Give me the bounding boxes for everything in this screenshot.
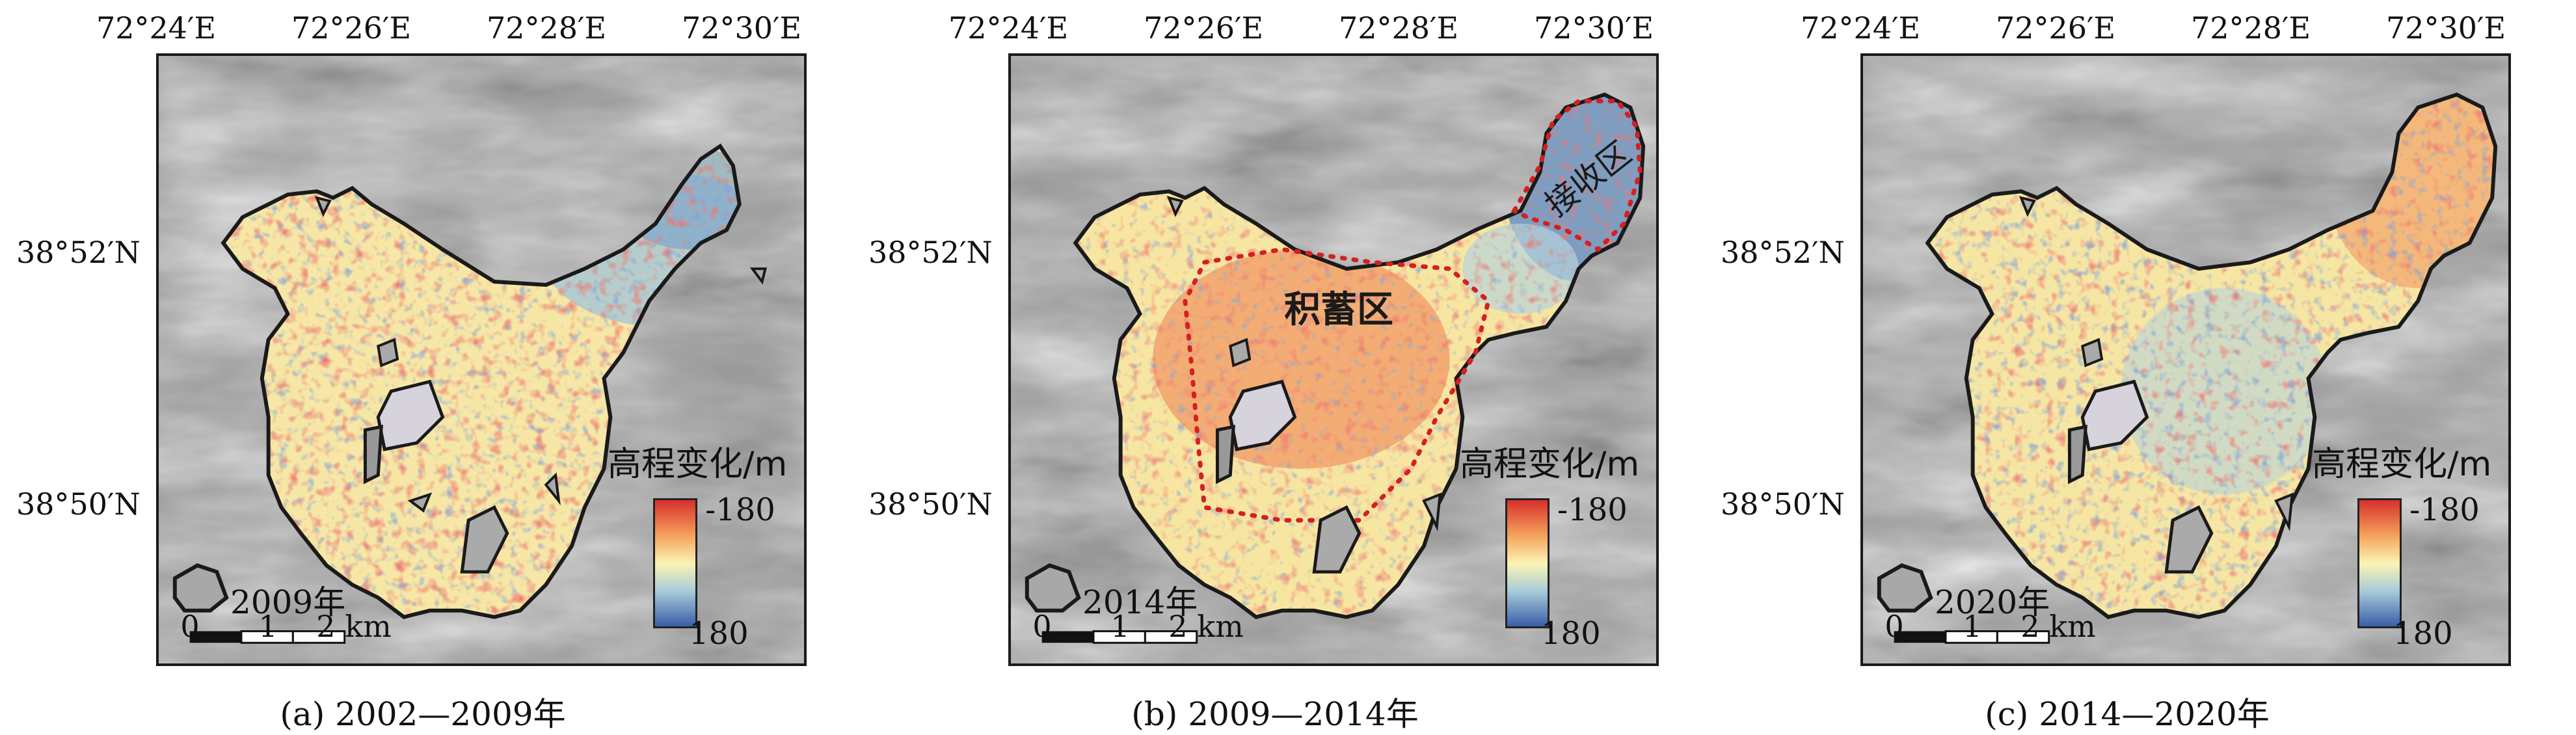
nunatak-outline [749,267,768,285]
lon-tick-label: 72°26′E [291,10,412,46]
map-panel-c: 72°24′E 72°26′E 72°28′E 72°30′E 38°52′N … [1704,0,2550,733]
nunatak-outline [1228,379,1297,451]
scale-bar-segment [1996,630,2050,644]
lat-tick-label: 38°52′N [868,235,993,270]
nunatak-outline [2080,379,2149,451]
nunatak-outline [1215,425,1235,485]
legend-outline-sample [172,563,229,613]
lon-tick-label: 72°28′E [486,10,607,46]
scale-bar-segment [1041,631,1093,643]
accumulation-zone-label: 积蓄区 [1284,289,1393,331]
scale-bar-segment [1144,630,1198,644]
legend-colorbar [2357,498,2402,628]
year-label: 2014年 [1082,583,1198,621]
nunatak-outline [1312,505,1362,574]
lon-tick-label: 72°24′E [948,10,1069,46]
panel-caption: (c) 2014—2020年 [1985,695,2270,733]
legend-outline-sample [1025,563,1081,613]
nunatak-outline [2164,505,2214,574]
legend-colorbar [1505,498,1550,628]
scale-bar-label: 0 [180,609,200,644]
nunatak-outline [2067,425,2087,485]
lon-tick-label: 72°30′E [681,10,802,46]
lon-tick-label: 72°24′E [1800,10,1921,46]
glacier-outline [221,143,742,619]
glacier-outline [1073,92,1646,619]
map-panel-b: 72°24′E 72°26′E 72°28′E 72°30′E 38°52′N … [852,0,1698,733]
nunatak-outline [1166,196,1184,217]
lat-tick-label: 38°52′N [16,235,141,270]
legend-max-label: -180 [705,492,775,528]
scale-bar-segment [189,631,241,643]
map-frame: 积蓄区 接收区 2014年 0 1 2 km 高程变化/m -180 180 [1008,53,1659,666]
nunatak-outline [376,379,445,451]
legend-title: 高程变化/m [608,445,788,484]
lon-tick-label: 72°26′E [1143,10,1264,46]
lon-tick-label: 72°30′E [1533,10,1654,46]
nunatak-outline [377,338,399,368]
scale-bar-label: 0 [1032,609,1052,644]
legend-outline-sample [1877,563,1933,613]
map-frame: 2020年 0 1 2 km 高程变化/m -180 180 [1860,53,2511,666]
lat-tick-label: 38°50′N [868,487,993,522]
legend-min-label: 180 [2393,615,2453,652]
scale-bar-label: 2 km [316,609,392,644]
legend-colorbar [653,498,697,628]
legend-title: 高程变化/m [2312,445,2492,484]
map-canvas [159,56,804,663]
scale-bar-label: 1 [1963,609,1982,644]
receiving-zone-outline [1510,98,1643,252]
lon-tick-label: 72°28′E [2190,10,2311,46]
glacier-outline [1925,92,2498,619]
scale-bar-label: 2 km [1168,609,1244,644]
year-label: 2009年 [230,583,346,621]
nunatak-outline [544,472,561,505]
map-panel-a: 72°24′E 72°26′E 72°28′E 72°30′E 38°52′N … [0,0,846,733]
nunatak-outline [407,492,433,513]
scale-bar-segment [291,630,346,644]
panel-caption: (b) 2009—2014年 [1131,695,1419,733]
year-label: 2020年 [1935,583,2050,621]
nunatak-outline [2081,338,2104,368]
map-frame: 2009年 0 1 2 km 高程变化/m -180 180 [156,53,807,666]
lon-tick-label: 72°24′E [96,10,217,46]
map-canvas [1011,56,1656,663]
scale-bar-label: 1 [258,609,278,644]
scale-bar-segment [1894,631,1946,643]
lat-tick-label: 38°52′N [1721,235,1845,270]
lat-tick-label: 38°50′N [1721,487,1845,522]
nunatak-outline [314,196,332,217]
scale-bar-label: 2 km [2020,609,2096,644]
nunatak-outline [2274,492,2294,531]
lon-tick-label: 72°28′E [1338,10,1459,46]
legend-title: 高程变化/m [1460,445,1640,484]
accumulation-zone-outline [1183,247,1491,523]
legend-max-label: -180 [1557,492,1628,528]
nunatak-outline [363,425,383,485]
lat-tick-label: 38°50′N [16,487,141,522]
lon-tick-label: 72°30′E [2385,10,2506,46]
legend-min-label: 180 [1541,615,1601,652]
nunatak-outline [460,505,509,574]
panel-caption: (a) 2002—2009年 [280,695,566,733]
scale-bar-label: 1 [1110,609,1130,644]
nunatak-outline [1229,338,1252,368]
scale-bar-label: 0 [1885,609,1904,644]
legend-max-label: -180 [2409,492,2480,528]
lon-tick-label: 72°26′E [1995,10,2116,46]
nunatak-outline [1422,492,1442,531]
nunatak-outline [2019,196,2036,217]
legend-min-label: 180 [689,615,749,652]
map-canvas [1863,56,2508,663]
